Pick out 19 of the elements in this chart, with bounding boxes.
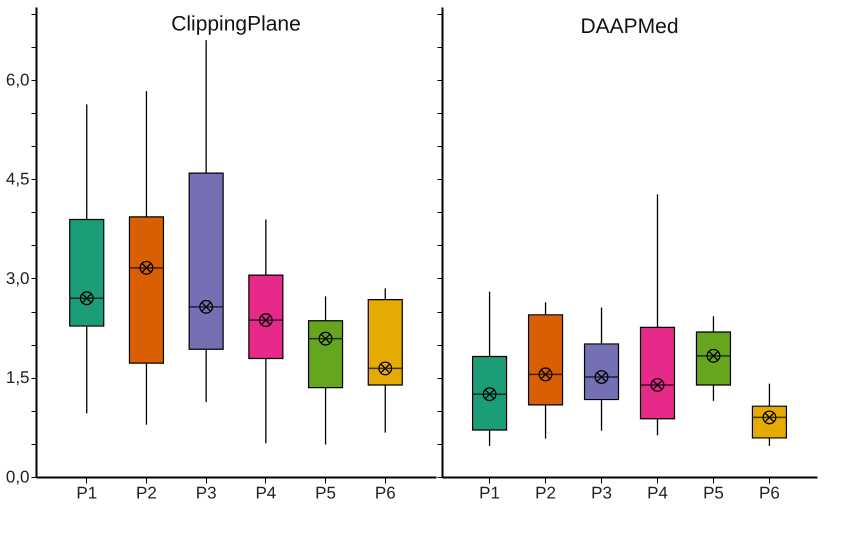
chart-title: ClippingPlane xyxy=(171,12,301,36)
x-tick-label: P2 xyxy=(136,484,157,502)
x-tick-label: P2 xyxy=(535,484,556,502)
y-tick-label: 6,0 xyxy=(6,70,30,90)
x-tick-label: P3 xyxy=(591,484,612,502)
y-tick-label: 4,5 xyxy=(6,170,30,189)
y-tick-label: 1,5 xyxy=(6,368,30,388)
x-tick-label: P3 xyxy=(196,484,217,502)
x-tick-label: P1 xyxy=(76,484,98,502)
y-tick-label: 0,0 xyxy=(6,468,30,486)
x-tick-label: P4 xyxy=(647,484,668,502)
chart-title: DAAPMed xyxy=(580,15,679,38)
x-tick-label: P6 xyxy=(759,484,780,502)
x-tick-label: P5 xyxy=(315,484,336,502)
x-tick-label: P6 xyxy=(374,484,396,502)
x-tick-label: P5 xyxy=(703,484,724,502)
y-tick-label: 3,0 xyxy=(6,268,30,288)
x-tick-label: P4 xyxy=(255,484,276,502)
x-tick-label: P1 xyxy=(479,484,500,502)
